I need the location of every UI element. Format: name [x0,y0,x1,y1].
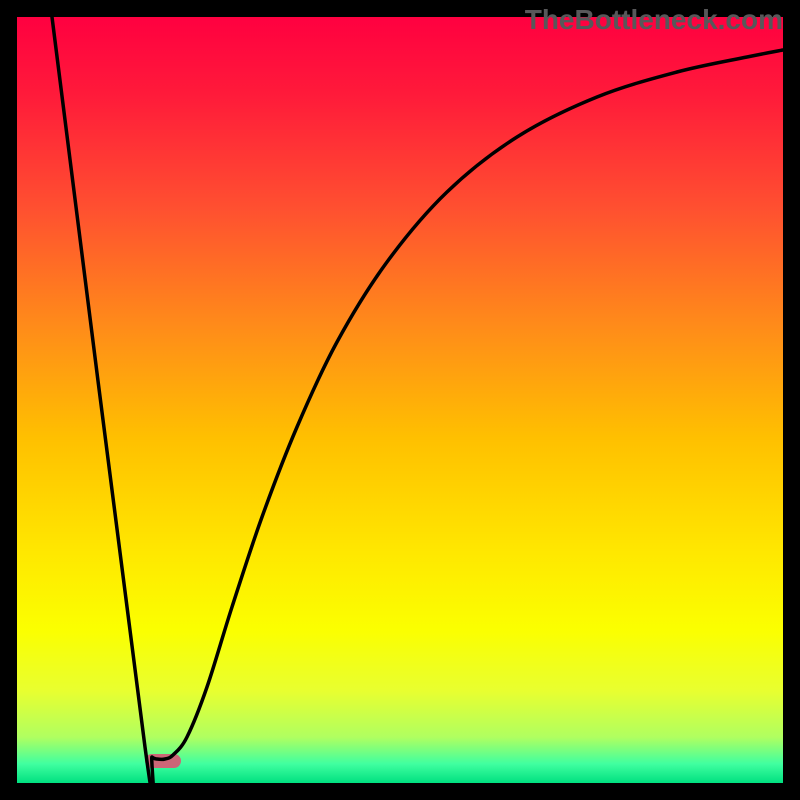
bottleneck-curve [52,17,783,783]
chart-root: TheBottleneck.com [0,0,800,800]
plot-area [17,17,783,783]
watermark-text: TheBottleneck.com [525,4,783,36]
curve-svg [17,17,783,783]
